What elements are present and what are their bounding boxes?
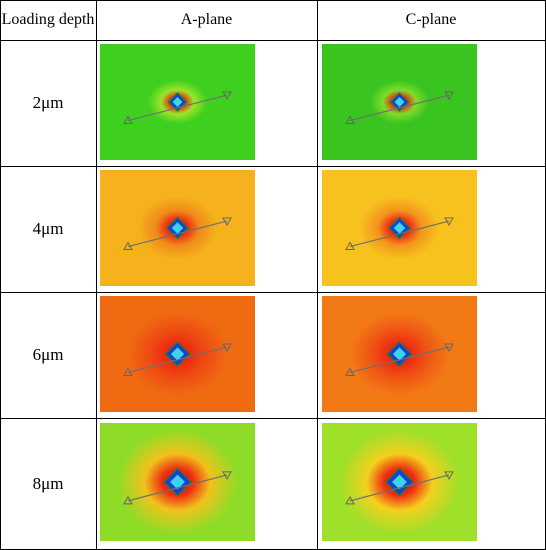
row-label-depth: 2μm <box>32 93 64 112</box>
grid-line <box>96 0 97 550</box>
grid-line <box>0 40 546 41</box>
indent-height-map-image <box>100 423 255 541</box>
grid-line <box>0 0 546 1</box>
grid-line <box>0 292 546 293</box>
header-c-plane: C-plane <box>405 11 457 28</box>
indent-height-map-image <box>322 296 477 412</box>
indent-height-map-image <box>322 170 477 286</box>
grid-line <box>0 0 1 550</box>
grid-line <box>0 418 546 419</box>
header-a-plane: A-plane <box>180 11 233 28</box>
indent-height-map-image <box>322 44 477 160</box>
indent-height-map-image <box>100 44 255 160</box>
header-loading-depth: Loading depth <box>1 11 95 28</box>
grid-line <box>317 0 318 550</box>
indent-height-map-image <box>100 170 255 286</box>
row-label-depth: 4μm <box>32 219 64 238</box>
indent-height-map-image <box>322 423 477 541</box>
indent-height-map-image <box>100 296 255 412</box>
grid-line <box>0 166 546 167</box>
row-label-depth: 8μm <box>32 473 64 493</box>
row-label-depth: 6μm <box>32 345 64 364</box>
